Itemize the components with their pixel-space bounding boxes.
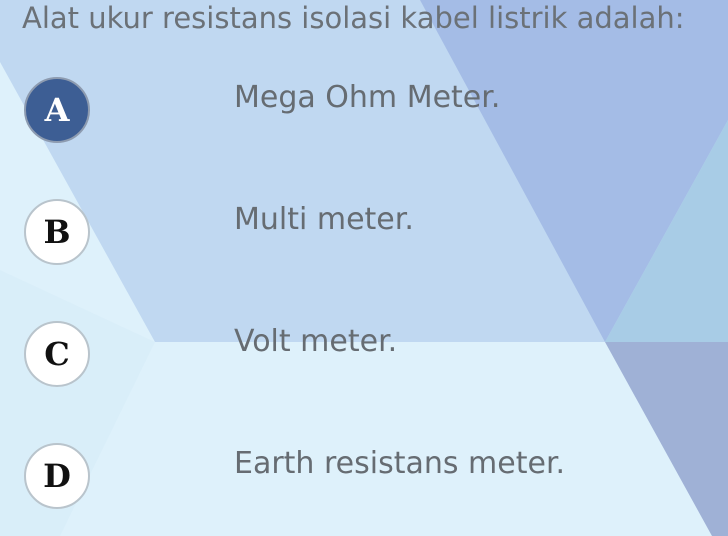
option-a-text: Mega Ohm Meter. (234, 80, 501, 115)
option-b[interactable]: B Multi meter. (0, 199, 728, 271)
option-d[interactable]: D Earth resistans meter. (0, 443, 728, 515)
option-a-badge: A (24, 77, 90, 143)
option-c[interactable]: C Volt meter. (0, 321, 728, 393)
option-b-text: Multi meter. (234, 202, 414, 237)
option-a[interactable]: A Mega Ohm Meter. (0, 77, 728, 149)
option-c-text: Volt meter. (234, 324, 398, 359)
question-text: Alat ukur resistans isolasi kabel listri… (22, 1, 685, 35)
option-b-badge: B (24, 199, 90, 265)
option-d-text: Earth resistans meter. (234, 446, 566, 481)
option-c-badge: C (24, 321, 90, 387)
option-d-badge: D (24, 443, 90, 509)
